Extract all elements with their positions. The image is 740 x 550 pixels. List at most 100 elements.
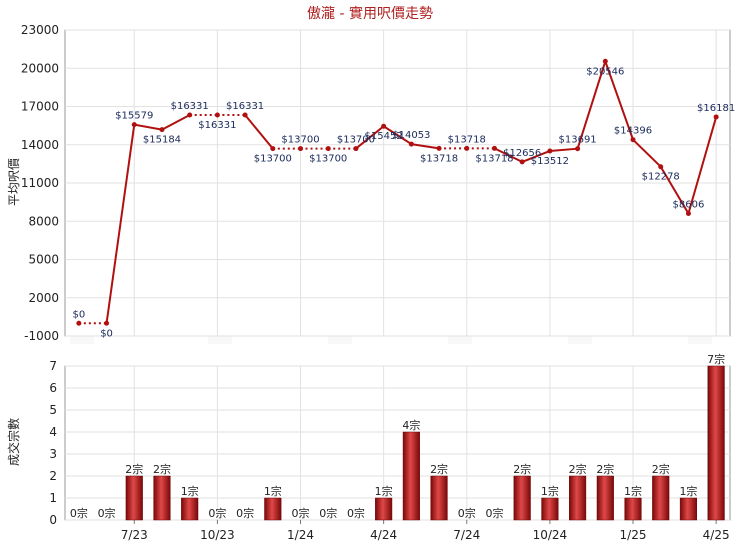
line-y-tick-label: 5000 xyxy=(28,253,59,267)
bar-data-label: 1宗 xyxy=(624,484,642,498)
line-data-label: $15579 xyxy=(115,111,153,122)
bar-data-label: 0宗 xyxy=(347,506,365,520)
line-data-label: $8606 xyxy=(673,200,705,211)
x-tick-label: 7/23 xyxy=(121,528,148,542)
bar-y-tick-label: 4 xyxy=(49,425,57,439)
line-point xyxy=(104,320,110,326)
bar xyxy=(624,497,642,521)
x-tick-label: 10/23 xyxy=(200,528,235,542)
line-data-label: $0 xyxy=(72,309,85,320)
line-point xyxy=(658,164,664,170)
line-point xyxy=(270,146,276,152)
bar-data-label: 2宗 xyxy=(153,462,171,476)
line-data-label: $12278 xyxy=(642,172,680,183)
bar-y-tick-label: 5 xyxy=(49,403,57,417)
bar xyxy=(153,475,171,521)
line-data-label: $16181 xyxy=(697,103,735,114)
line-panel: -1000 2000 5000 8000 11000 14000 17000 20000 230… xyxy=(21,23,735,343)
line-point xyxy=(353,146,359,152)
line-segment xyxy=(494,147,523,163)
bar-data-label: 2宗 xyxy=(569,462,587,476)
bar-data-label: 1宗 xyxy=(679,484,697,498)
x-tick-label: 1/25 xyxy=(620,528,647,542)
line-segment xyxy=(244,114,274,150)
line-point xyxy=(464,145,470,151)
line-segment xyxy=(105,124,136,324)
line-segment xyxy=(604,60,634,141)
bar-data-label: 0宗 xyxy=(292,506,310,520)
line-data-label: $13691 xyxy=(559,135,597,146)
line-segment xyxy=(134,123,163,131)
x-tick-label: 7/24 xyxy=(453,528,480,542)
bar-data-label: 0宗 xyxy=(319,506,337,520)
line-y-tick-label: 8000 xyxy=(28,214,59,228)
line-point xyxy=(685,211,691,217)
bar xyxy=(707,365,725,521)
line-data-label: $13718 xyxy=(420,153,458,164)
bar-data-label: 0宗 xyxy=(485,506,503,520)
bar-data-label: 1宗 xyxy=(375,484,393,498)
line-y-tick-label: 23000 xyxy=(21,23,59,37)
line-segment xyxy=(521,150,551,163)
line-point xyxy=(242,112,248,118)
line-segment xyxy=(687,116,718,214)
line-point xyxy=(519,159,525,165)
line-y-tick-label: 17000 xyxy=(21,100,59,114)
bar-y-tick-label: 6 xyxy=(49,381,57,395)
line-segment xyxy=(632,138,662,168)
line-point xyxy=(187,112,193,118)
line-point xyxy=(159,127,165,133)
line-point xyxy=(575,146,581,152)
bar xyxy=(430,475,448,521)
line-point xyxy=(298,146,304,152)
bar xyxy=(596,475,614,521)
line-data-label: $13718 xyxy=(448,134,486,145)
line-segment xyxy=(161,114,191,131)
line-data-label: $16331 xyxy=(198,120,236,131)
line-segment xyxy=(576,60,607,149)
x-tick-label: 1/24 xyxy=(287,528,314,542)
bar-data-label: 0宗 xyxy=(98,506,116,520)
bar xyxy=(679,497,697,521)
chart-title: 傲瀧 - 實用呎價走勢 xyxy=(307,5,433,22)
bar-y-tick-label: 2 xyxy=(49,469,57,483)
line-data-label: $13718 xyxy=(475,153,513,164)
line-data-label: $16331 xyxy=(226,101,264,112)
x-tick-label: 4/24 xyxy=(370,528,397,542)
bar-y-tick-label: 7 xyxy=(49,359,57,373)
line-y-axis-label: 平均呎價 xyxy=(7,158,21,206)
line-point xyxy=(713,114,719,120)
line-data-label: $15452 xyxy=(365,131,403,142)
line-data-label: $14396 xyxy=(614,126,652,137)
line-data-label: $13700 xyxy=(281,135,319,146)
line-data-label: $16331 xyxy=(171,101,209,112)
line-y-tick-label: 20000 xyxy=(21,61,59,75)
line-segment xyxy=(659,166,690,215)
bar-data-label: 1宗 xyxy=(181,484,199,498)
bar-data-label: 2宗 xyxy=(596,462,614,476)
line-point xyxy=(76,320,82,326)
bar-y-tick-label: 3 xyxy=(49,447,57,461)
line-data-label: $13700 xyxy=(337,135,375,146)
bar-data-label: 1宗 xyxy=(264,484,282,498)
line-point xyxy=(131,122,137,128)
line-y-tick-label: 11000 xyxy=(21,176,59,190)
line-data-label: $12656 xyxy=(503,148,541,159)
bar-data-label: 0宗 xyxy=(208,506,226,520)
line-data-label: $20546 xyxy=(586,66,624,77)
bar-y-tick-label: 1 xyxy=(49,491,57,505)
bar-y-tick-label: 0 xyxy=(49,513,57,527)
bar-data-label: 2宗 xyxy=(125,462,143,476)
line-y-tick-label: -1000 xyxy=(24,329,59,343)
line-point xyxy=(602,58,608,64)
line-segment xyxy=(383,125,412,145)
line-point xyxy=(381,123,387,129)
bar-panel: 0 1 2 3 4 5 6 7 7/23 10/23 1/24 4/24 7/24 10/24 1/25 4/… xyxy=(49,352,731,542)
bar xyxy=(652,475,670,521)
x-tick-label: 4/25 xyxy=(703,528,730,542)
line-point xyxy=(214,112,220,118)
line-point xyxy=(630,137,636,143)
bar-data-label: 0宗 xyxy=(458,506,476,520)
